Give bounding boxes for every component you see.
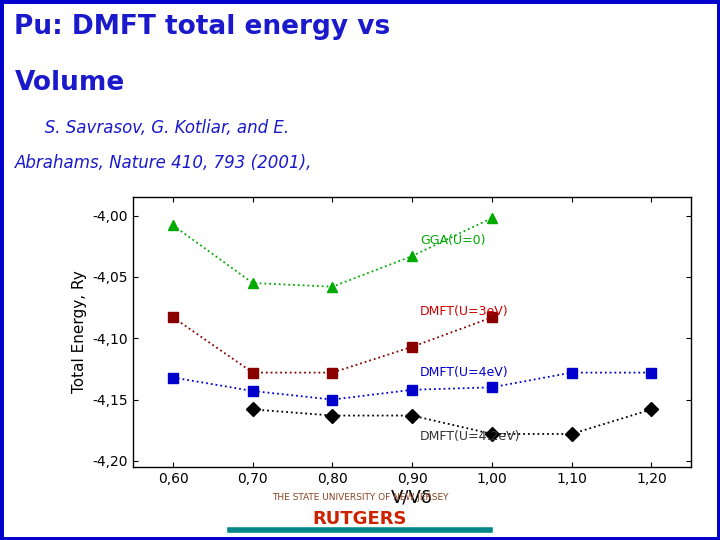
Text: THE STATE UNIVERSITY OF NEW JERSEY: THE STATE UNIVERSITY OF NEW JERSEY xyxy=(271,494,449,502)
Text: DMFT(U=3eV): DMFT(U=3eV) xyxy=(420,305,509,318)
Text: DMFT(U=4.2eV): DMFT(U=4.2eV) xyxy=(420,430,521,443)
Text: RUTGERS: RUTGERS xyxy=(312,510,408,529)
Text: DMFT(U=4eV): DMFT(U=4eV) xyxy=(420,366,509,379)
X-axis label: V/Vδ: V/Vδ xyxy=(391,489,433,507)
Text: Abrahams, Nature 410, 793 (2001),: Abrahams, Nature 410, 793 (2001), xyxy=(14,154,312,172)
Text: S. Savrasov, G. Kotliar, and E.: S. Savrasov, G. Kotliar, and E. xyxy=(29,119,289,137)
Text: Volume: Volume xyxy=(14,70,125,96)
Text: Pu: DMFT total energy vs: Pu: DMFT total energy vs xyxy=(14,14,391,39)
Text: GGA(U=0): GGA(U=0) xyxy=(420,234,486,247)
Y-axis label: Total Energy, Ry: Total Energy, Ry xyxy=(72,271,87,394)
